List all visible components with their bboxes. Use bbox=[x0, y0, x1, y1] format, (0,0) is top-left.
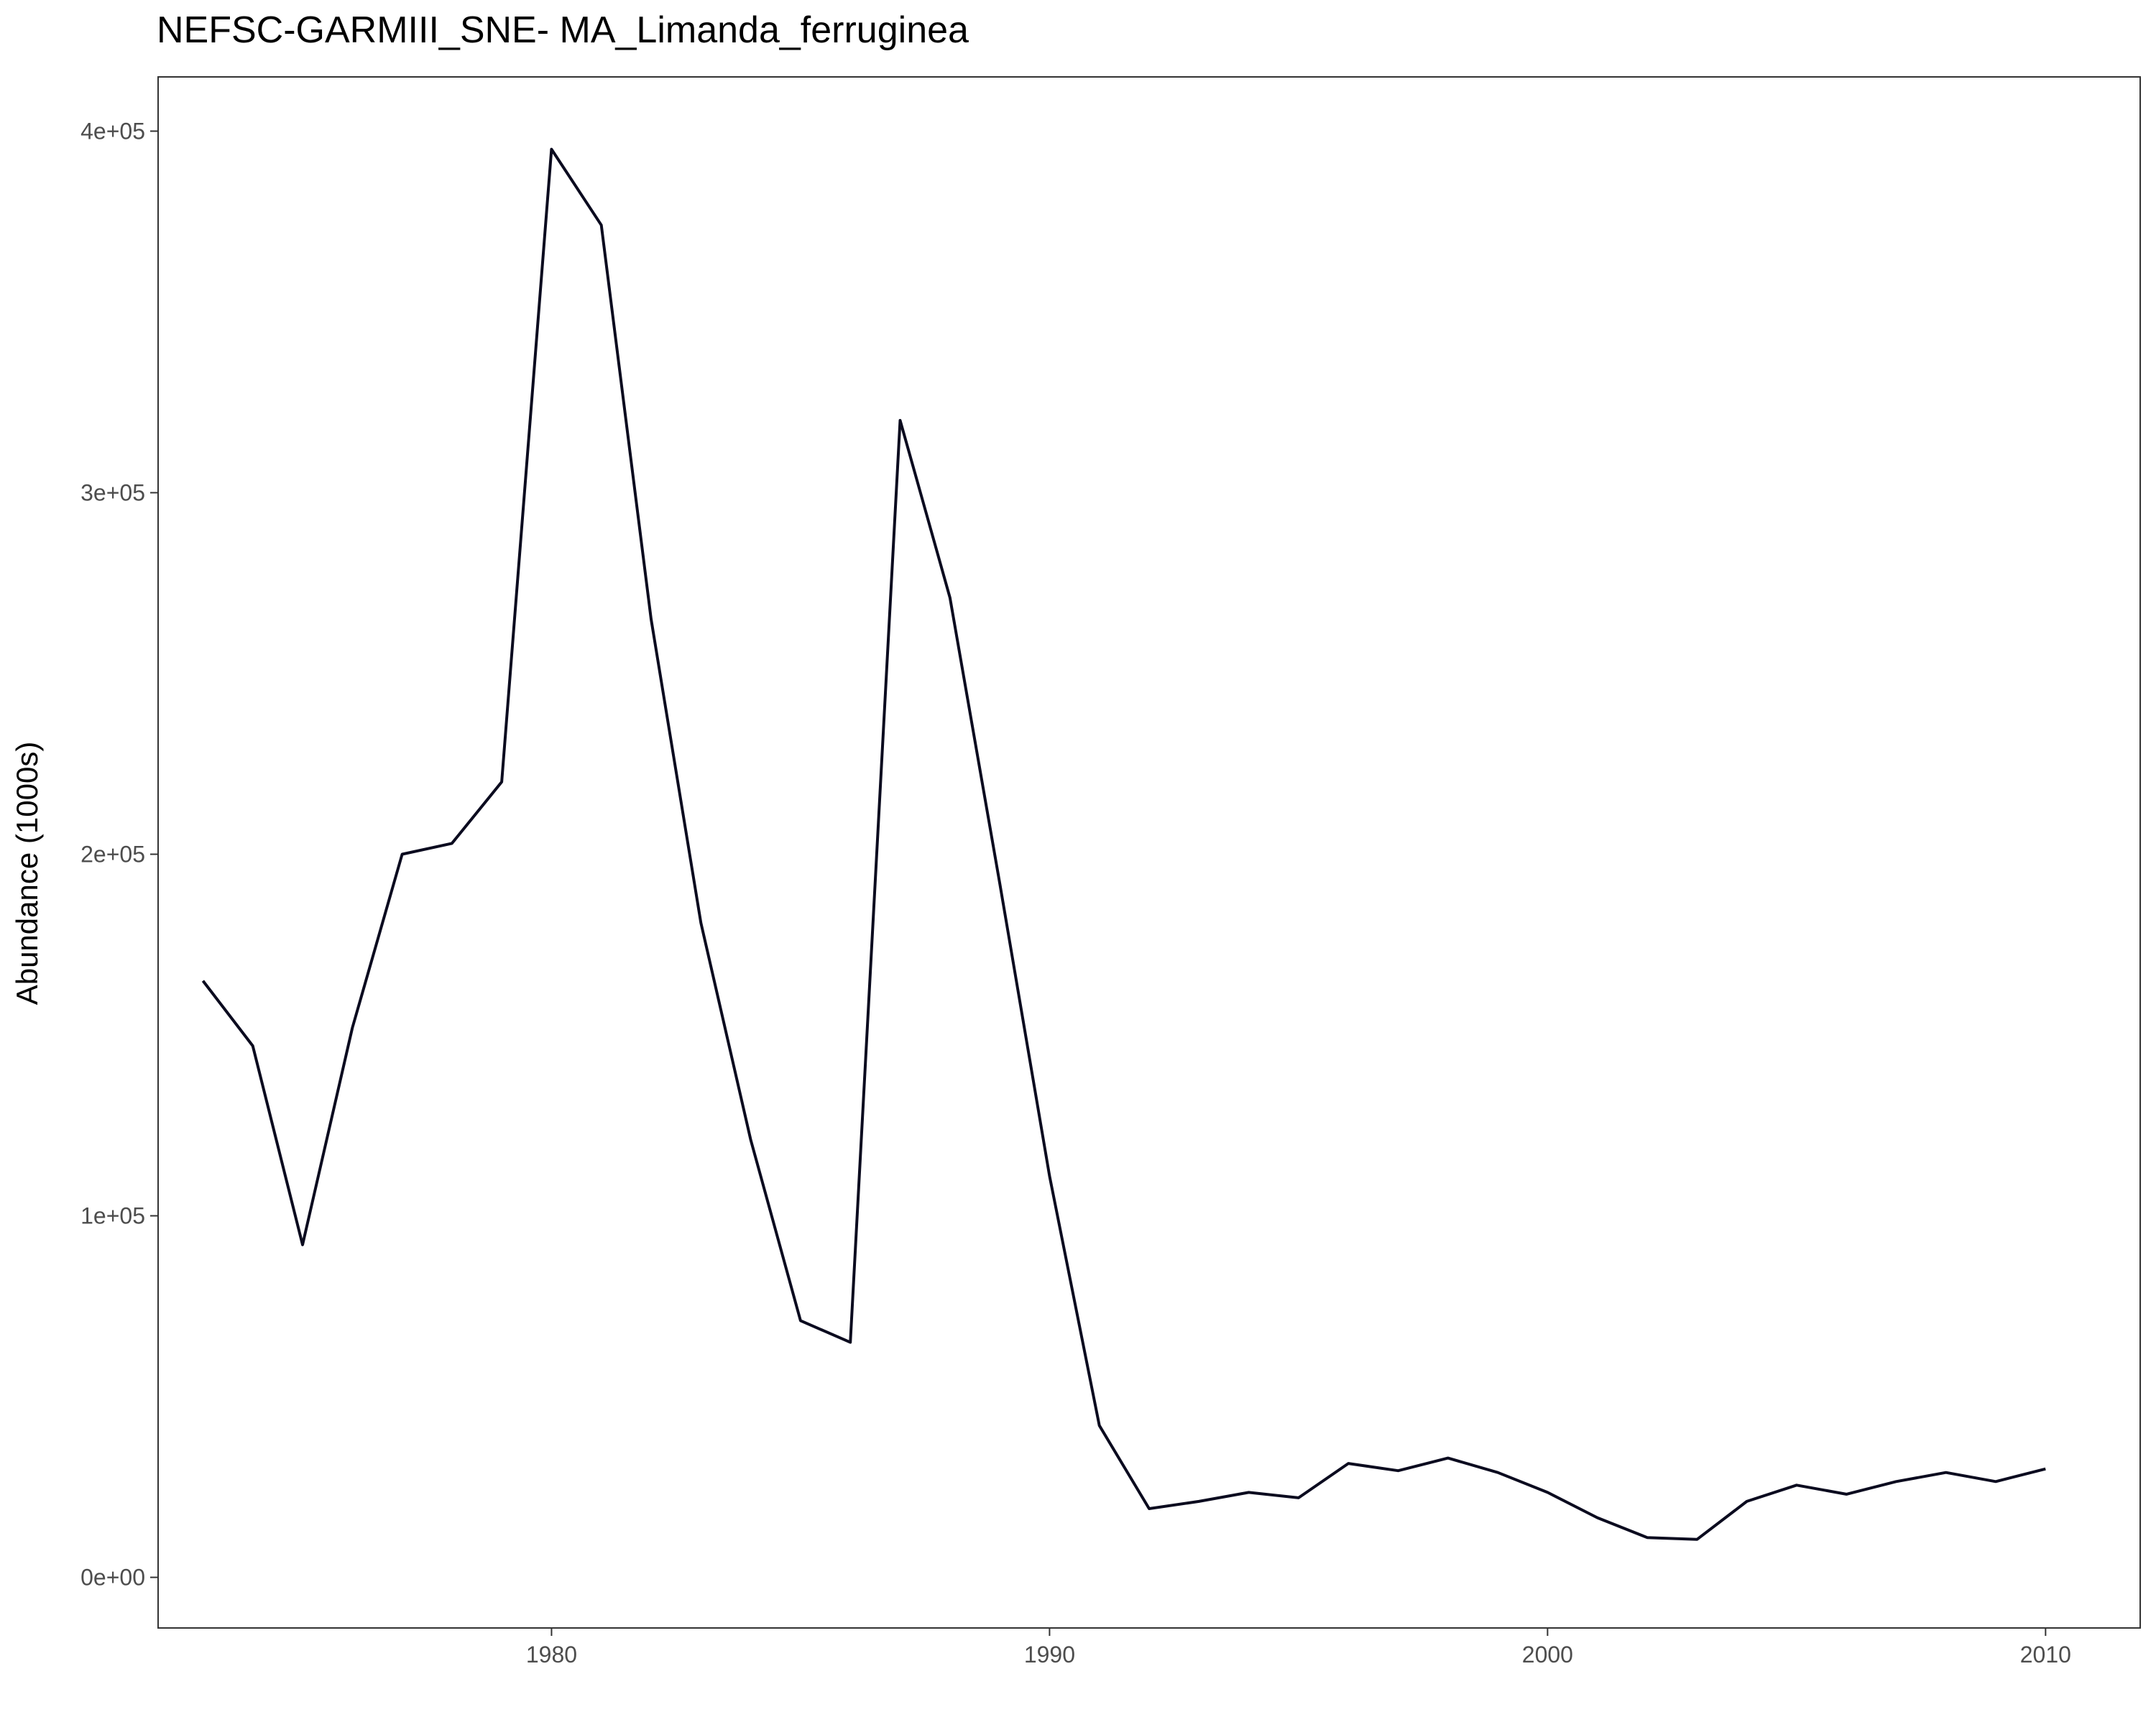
y-tick-label: 2e+05 bbox=[80, 842, 145, 868]
x-tick-label: 2000 bbox=[1522, 1642, 1573, 1668]
x-tick-label: 1980 bbox=[526, 1642, 577, 1668]
series-line-0 bbox=[201, 147, 2046, 1541]
series-layer bbox=[201, 147, 2046, 1541]
x-tick-label: 2010 bbox=[2020, 1642, 2071, 1668]
y-axis-title-group: Abundance (1000s) bbox=[10, 742, 44, 1006]
y-tick-label: 1e+05 bbox=[80, 1203, 145, 1229]
y-axis-title: Abundance (1000s) bbox=[10, 742, 44, 1006]
y-tick-label: 4e+05 bbox=[80, 118, 145, 144]
y-tick-label: 3e+05 bbox=[80, 479, 145, 505]
axis-ticks-layer: 0e+00 1e+05 2e+05 3e+05 4e+05 1980 1990 2000 201… bbox=[80, 118, 2071, 1668]
y-tick-label: 0e+00 bbox=[80, 1565, 145, 1591]
x-tick-label: 1990 bbox=[1024, 1642, 1075, 1668]
panel-border bbox=[157, 76, 2141, 1629]
chart-title: NEFSC-GARMIII_SNE- MA_Limanda_ferruginea bbox=[157, 9, 969, 51]
